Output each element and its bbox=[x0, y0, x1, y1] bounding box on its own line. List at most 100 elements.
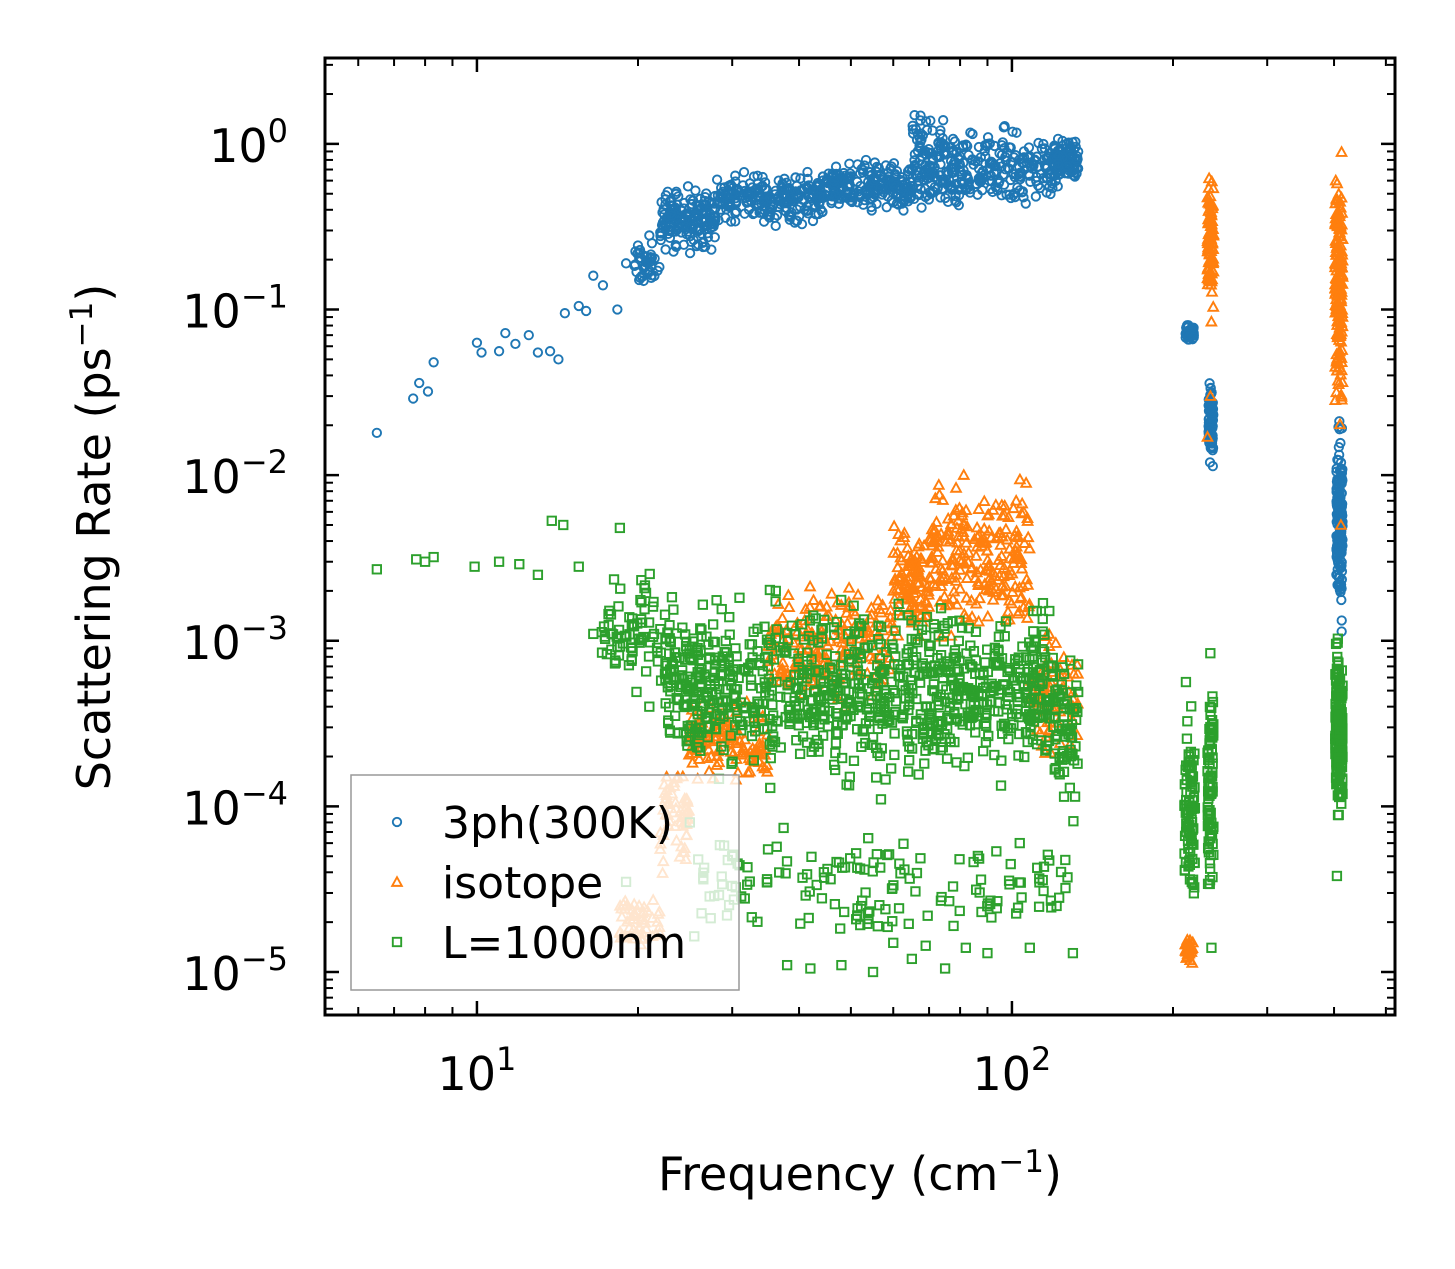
data-point-circle bbox=[727, 187, 738, 198]
data-point-triangle bbox=[933, 487, 946, 500]
data-point-circle bbox=[1071, 155, 1083, 166]
data-point-circle bbox=[832, 193, 843, 204]
data-point-square bbox=[1028, 626, 1039, 637]
data-point-square bbox=[714, 683, 725, 695]
data-point-square bbox=[744, 716, 755, 727]
data-point-square bbox=[879, 665, 890, 676]
data-point-square bbox=[856, 741, 867, 752]
data-point-circle bbox=[640, 260, 651, 272]
data-point-triangle bbox=[1329, 173, 1343, 186]
data-point-square bbox=[919, 758, 930, 769]
data-point-circle bbox=[731, 195, 742, 207]
data-point-square bbox=[874, 653, 885, 664]
data-point-square bbox=[994, 697, 1005, 709]
data-point-circle bbox=[866, 205, 877, 216]
data-point-square bbox=[894, 671, 905, 682]
data-point-square bbox=[1017, 641, 1028, 652]
data-point-square bbox=[686, 720, 697, 731]
data-point-square bbox=[707, 619, 719, 630]
data-point-triangle bbox=[1202, 181, 1216, 193]
data-point-circle bbox=[783, 209, 795, 221]
data-point-square bbox=[854, 620, 866, 632]
data-point-circle bbox=[715, 188, 727, 199]
data-point-triangle bbox=[912, 536, 926, 549]
data-point-square bbox=[1039, 629, 1050, 640]
data-point-circle bbox=[1005, 174, 1016, 186]
data-point-triangle bbox=[1007, 556, 1021, 568]
data-point-circle bbox=[559, 308, 571, 319]
data-point-square bbox=[601, 649, 613, 660]
data-point-circle bbox=[726, 188, 737, 200]
data-point-square bbox=[1332, 778, 1344, 790]
data-point-square bbox=[968, 645, 980, 657]
data-point-circle bbox=[940, 140, 951, 152]
data-point-square bbox=[1047, 671, 1058, 682]
data-point-square bbox=[831, 856, 842, 868]
data-point-square bbox=[855, 919, 866, 931]
data-point-square bbox=[682, 671, 693, 682]
data-point-square bbox=[1058, 766, 1070, 777]
data-point-circle bbox=[711, 174, 723, 185]
data-point-square bbox=[910, 886, 921, 897]
data-point-square bbox=[827, 672, 839, 683]
data-point-triangle bbox=[965, 593, 978, 606]
data-point-square bbox=[915, 853, 926, 864]
data-point-square bbox=[862, 642, 873, 653]
data-point-triangle bbox=[893, 533, 907, 546]
data-point-circle bbox=[807, 215, 819, 227]
data-point-square bbox=[882, 921, 893, 933]
data-point-triangle bbox=[1206, 252, 1220, 264]
data-point-triangle bbox=[1063, 737, 1077, 749]
data-point-triangle bbox=[774, 663, 788, 675]
data-point-triangle bbox=[901, 549, 915, 561]
data-point-square bbox=[665, 635, 676, 647]
data-point-square bbox=[857, 895, 868, 906]
data-point-circle bbox=[655, 234, 666, 246]
data-point-circle bbox=[922, 190, 933, 201]
data-point-circle bbox=[1008, 190, 1019, 201]
data-point-triangle bbox=[992, 569, 1006, 581]
data-point-square bbox=[1208, 719, 1219, 730]
data-point-triangle bbox=[905, 565, 919, 577]
data-point-circle bbox=[493, 346, 505, 357]
data-point-square bbox=[813, 746, 824, 757]
data-point-square bbox=[1332, 690, 1344, 701]
data-point-square bbox=[856, 900, 867, 912]
data-point-circle bbox=[1064, 142, 1075, 153]
data-point-circle bbox=[685, 236, 697, 247]
data-point-square bbox=[849, 628, 860, 640]
data-point-square bbox=[924, 646, 935, 657]
data-point-circle bbox=[947, 183, 958, 194]
data-point-triangle bbox=[748, 755, 761, 767]
data-point-square bbox=[659, 609, 671, 620]
data-point-square bbox=[848, 600, 859, 611]
data-point-square bbox=[1055, 866, 1067, 878]
data-point-square bbox=[624, 612, 635, 623]
data-point-circle bbox=[630, 246, 641, 257]
data-point-square bbox=[764, 634, 776, 645]
data-point-circle bbox=[854, 168, 866, 179]
data-point-square bbox=[664, 725, 676, 736]
data-point-square bbox=[1031, 739, 1043, 750]
x-tick-base: 10 bbox=[437, 1047, 496, 1101]
data-point-square bbox=[1029, 636, 1040, 647]
data-point-square bbox=[1331, 870, 1343, 882]
data-point-square bbox=[976, 689, 987, 700]
data-point-triangle bbox=[1332, 303, 1346, 316]
data-point-square bbox=[782, 679, 793, 691]
data-point-circle bbox=[428, 357, 439, 368]
data-point-circle bbox=[909, 149, 921, 160]
data-point-square bbox=[779, 647, 790, 658]
data-point-circle bbox=[915, 115, 926, 126]
data-point-triangle bbox=[782, 600, 796, 613]
data-point-circle bbox=[664, 232, 676, 243]
data-point-square bbox=[1183, 843, 1194, 854]
data-point-square bbox=[1013, 711, 1025, 723]
data-point-triangle bbox=[1336, 270, 1349, 282]
data-point-square bbox=[866, 694, 877, 705]
data-point-square bbox=[1060, 882, 1071, 894]
data-point-square bbox=[858, 724, 869, 735]
data-point-triangle bbox=[953, 543, 967, 556]
data-point-circle bbox=[414, 377, 425, 389]
